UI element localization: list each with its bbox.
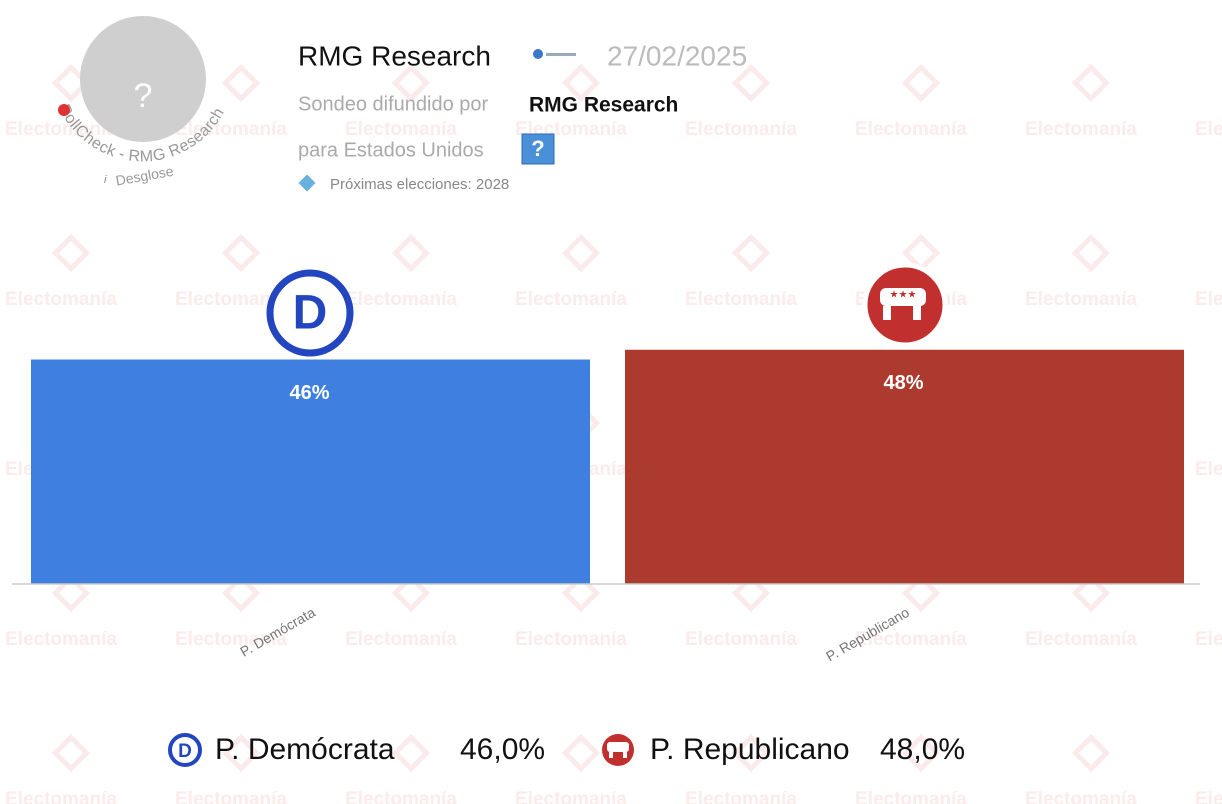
watermark: Electomanía: [1195, 289, 1222, 310]
watermark: Electomanía: [1195, 789, 1222, 804]
watermark: Electomanía: [175, 289, 287, 310]
legend-value: 48,0%: [880, 733, 965, 766]
watermark: Electomanía: [175, 119, 287, 140]
watermark: Electomanía: [5, 789, 117, 804]
watermark: Electomanía: [1195, 629, 1222, 650]
svg-text:★★★: ★★★: [890, 290, 917, 301]
watermark-icon: [561, 63, 601, 103]
watermark: Electomanía: [1195, 459, 1222, 480]
ballot-icon: [298, 174, 316, 192]
value-label: 46%: [289, 382, 329, 404]
watermark-icon: [221, 63, 261, 103]
svg-text:D: D: [293, 287, 328, 340]
watermark-icon: [1071, 573, 1111, 613]
watermark-icon: [51, 733, 91, 773]
watermark-icon: [51, 63, 91, 103]
watermark: Electomanía: [5, 629, 117, 650]
watermark: Electomanía: [345, 119, 457, 140]
watermark: Electomanía: [175, 789, 287, 804]
watermark-icon: [561, 733, 601, 773]
badge-mark: ?: [134, 77, 153, 115]
watermark-icon: [731, 733, 771, 773]
bar: [31, 359, 590, 584]
watermark-icon: [731, 573, 771, 613]
watermark-icon: [221, 233, 261, 273]
badge-target: [58, 104, 70, 116]
watermark-icon: [901, 63, 941, 103]
pollster-logo: [533, 49, 576, 59]
watermark: Electomanía: [685, 629, 797, 650]
watermark: Electomanía: [685, 289, 797, 310]
watermark: Electomanía: [1025, 629, 1137, 650]
legend-value: 46,0%: [460, 733, 545, 766]
watermark-icon: [901, 233, 941, 273]
watermark: Electomanía: [345, 289, 457, 310]
watermark-icon: [391, 63, 431, 103]
watermark-icon: [1071, 733, 1111, 773]
badge-link[interactable]: Desglose: [114, 163, 174, 189]
watermark-icon: [221, 733, 261, 773]
watermark: Electomanía: [1025, 289, 1137, 310]
watermark-icon: [391, 573, 431, 613]
spread-by: Sondeo difundido por: [298, 93, 488, 115]
watermark: Electomanía: [685, 119, 797, 140]
watermark: Electomanía: [345, 629, 457, 650]
watermark: Electomanía: [855, 119, 967, 140]
badge: [80, 16, 206, 142]
watermark-icon: [391, 733, 431, 773]
legend-name: P. Demócrata: [215, 733, 395, 766]
date: 27/02/2025: [607, 40, 747, 71]
legend: D P. Demócrata 46,0% P. Republicano 48,0%: [168, 733, 965, 767]
watermark: Electomanía: [515, 289, 627, 310]
watermark-icon: [1071, 233, 1111, 273]
region-flag: ?: [521, 133, 555, 165]
dem-legend-icon: D: [168, 733, 202, 767]
value-label: 48%: [883, 372, 923, 394]
watermark: Electomanía: [1025, 789, 1137, 804]
watermark-icon: [51, 233, 91, 273]
rep-logo: ★★★: [862, 262, 948, 348]
watermark-icon: [561, 573, 601, 613]
watermark: Electomanía: [5, 289, 117, 310]
watermark: Electomanía: [515, 629, 627, 650]
watermark-icon: [51, 573, 91, 613]
watermark-icon: [731, 233, 771, 273]
watermark: Electomanía: [1195, 119, 1222, 140]
watermark: Electomanía: [685, 789, 797, 804]
bar: [625, 349, 1184, 584]
next-election: Próximas elecciones: 2028: [330, 176, 509, 193]
watermark-icon: [391, 233, 431, 273]
svg-text:D: D: [178, 741, 192, 762]
watermark-icon: [221, 573, 261, 613]
watermark-icon: [1071, 63, 1111, 103]
watermark: Electomanía: [1025, 119, 1137, 140]
pollster: RMG Research: [298, 40, 491, 71]
sponsor[interactable]: RMG Research: [529, 94, 678, 117]
watermark-icon: [731, 63, 771, 103]
region: para Estados Unidos: [298, 139, 484, 161]
dem-logo: D: [266, 269, 354, 357]
watermark: Electomanía: [855, 789, 967, 804]
watermark-icon: [901, 733, 941, 773]
svg-text:?: ?: [531, 136, 544, 161]
info-icon: i: [104, 174, 107, 186]
watermark: Electomanía: [5, 119, 117, 140]
watermark: Electomanía: [175, 629, 287, 650]
watermark-icon: [561, 233, 601, 273]
watermark: Electomanía: [515, 789, 627, 804]
rep-legend-icon: [602, 734, 634, 766]
watermark: Electomanía: [855, 629, 967, 650]
legend-name: P. Republicano: [650, 733, 850, 766]
watermark-icon: [901, 573, 941, 613]
watermark: Electomanía: [345, 789, 457, 804]
